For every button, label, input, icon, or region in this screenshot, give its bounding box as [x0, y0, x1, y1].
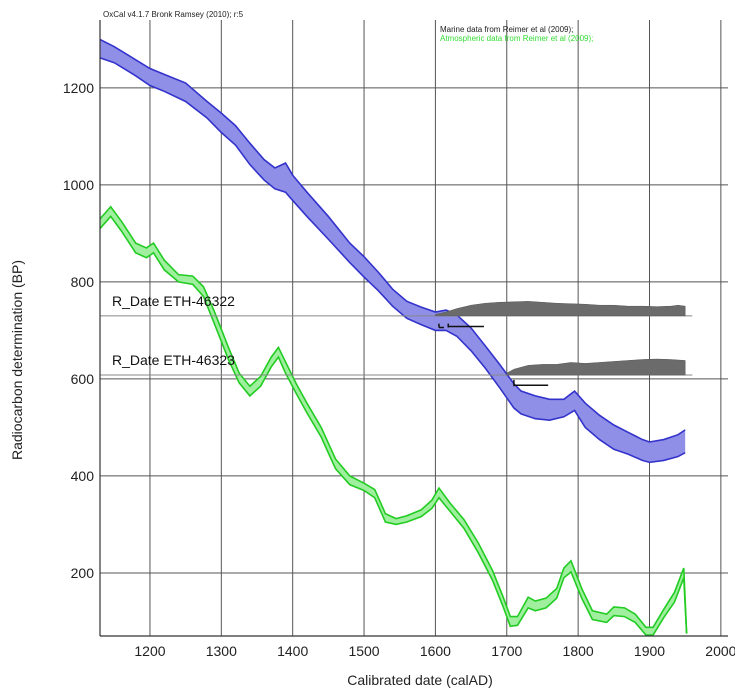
band-upper-0 [99, 38, 686, 443]
y-tick-label-800: 800 [71, 274, 95, 290]
x-tick-label-1700: 1700 [491, 643, 522, 659]
date-distributions: R_Date ETH-46322 R_Date ETH-46323 [100, 293, 693, 387]
grid-lines [100, 20, 728, 636]
calibration-bands [99, 38, 688, 636]
x-tick-label-2000: 2000 [705, 643, 735, 659]
y-tick-label-400: 400 [71, 468, 95, 484]
legend-entry-atmospheric: Atmospheric data from Reimer et al (2009… [440, 34, 593, 43]
axes [99, 20, 728, 637]
band-upper-1 [99, 205, 688, 634]
y-axis-title: Radiocarbon determination (BP) [9, 260, 25, 460]
x-tick-label-1800: 1800 [563, 643, 594, 659]
date-label-1: R_Date ETH-46323 [112, 352, 235, 368]
y-tick-label-600: 600 [71, 371, 95, 387]
x-tick-label-1300: 1300 [206, 643, 237, 659]
date-label-0: R_Date ETH-46322 [112, 293, 235, 309]
x-axis-title: Calibrated date (calAD) [347, 672, 493, 688]
date-distribution-1 [506, 358, 686, 376]
date-distribution-0 [435, 301, 686, 317]
y-tick-label-200: 200 [71, 565, 95, 581]
x-tick-label-1200: 1200 [134, 643, 165, 659]
x-tick-label-1500: 1500 [348, 643, 379, 659]
y-tick-label-1000: 1000 [63, 177, 94, 193]
band-lower-0 [99, 57, 686, 464]
x-tick-label-1400: 1400 [277, 643, 308, 659]
header-text: OxCal v4.1.7 Bronk Ramsey (2010); r:5 [103, 10, 244, 19]
band-lower-1 [99, 215, 688, 636]
legend-entry-marine: Marine data from Reimer et al (2009); [440, 25, 573, 34]
x-tick-label-1600: 1600 [420, 643, 451, 659]
band-fill-0 [100, 39, 686, 463]
tick-labels: 1200 1300 1400 1500 1600 1700 1800 1900 2000 200 4… [63, 80, 735, 659]
y-tick-label-1200: 1200 [63, 80, 94, 96]
x-tick-label-1900: 1900 [634, 643, 665, 659]
